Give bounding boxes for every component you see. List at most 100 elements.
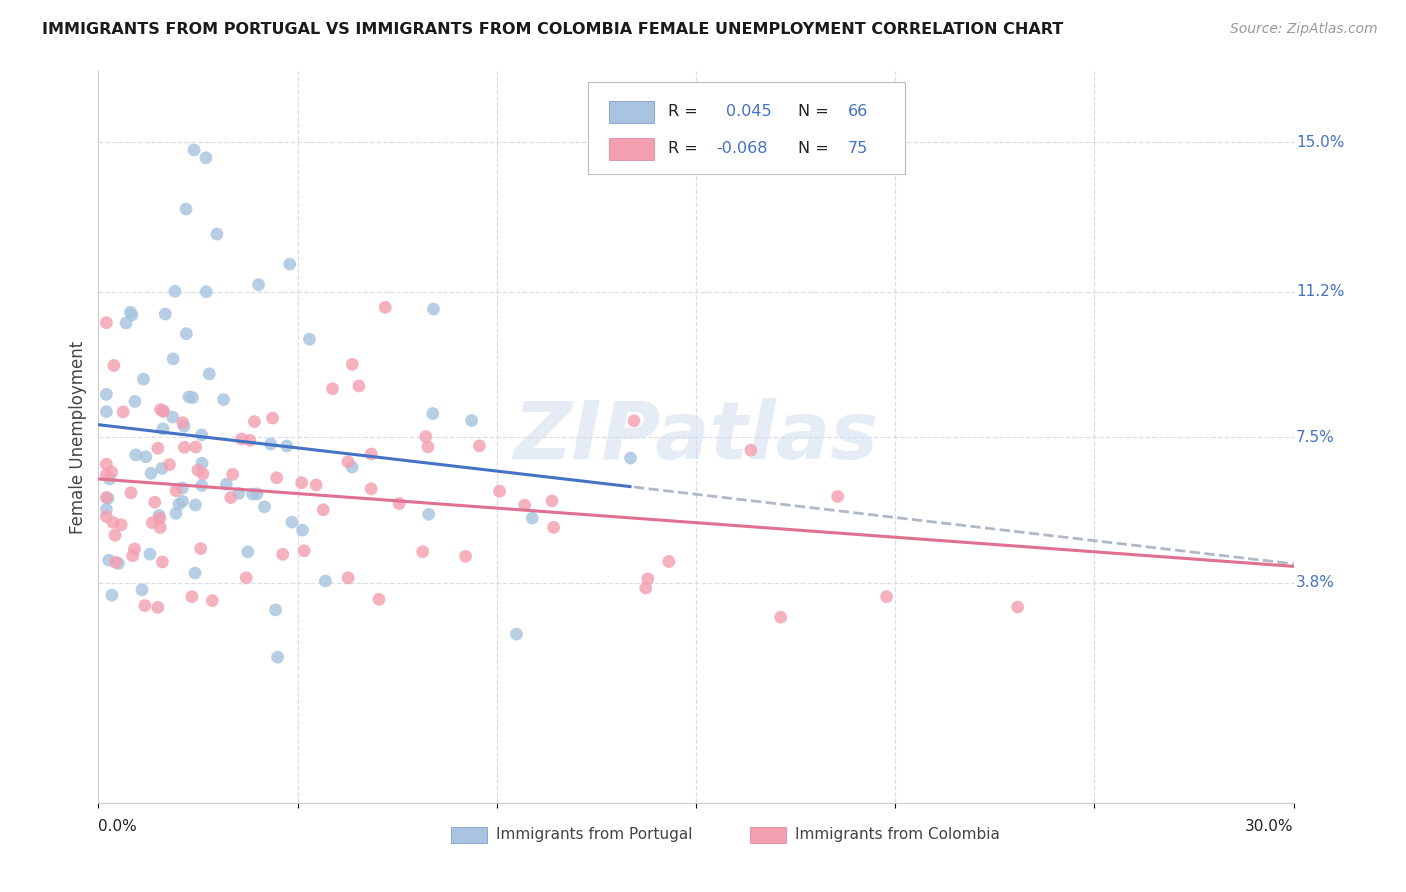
Point	[340, 460, 363, 475]
Point	[242, 487, 264, 501]
Point	[152, 404, 174, 418]
Point	[201, 593, 224, 607]
Point	[96, 405, 118, 419]
Point	[167, 497, 190, 511]
Point	[769, 610, 792, 624]
Point	[146, 442, 169, 456]
Point	[149, 520, 172, 534]
Point	[246, 487, 269, 501]
Point	[312, 502, 335, 516]
Point	[152, 422, 174, 436]
Point	[292, 543, 315, 558]
Point	[876, 590, 898, 604]
Text: ZIPatlas: ZIPatlas	[513, 398, 879, 476]
Point	[412, 545, 434, 559]
FancyBboxPatch shape	[749, 827, 786, 843]
Point	[96, 387, 118, 401]
Point	[415, 430, 437, 444]
FancyBboxPatch shape	[589, 82, 905, 174]
Point	[619, 450, 641, 465]
Point	[191, 467, 214, 481]
Point	[183, 143, 205, 157]
Text: 66: 66	[848, 104, 868, 120]
Point	[262, 411, 284, 425]
Point	[121, 308, 143, 322]
FancyBboxPatch shape	[609, 137, 654, 160]
Point	[162, 410, 184, 425]
Point	[165, 507, 187, 521]
Point	[305, 478, 328, 492]
Point	[96, 509, 118, 524]
Point	[347, 379, 370, 393]
Text: 75: 75	[848, 141, 868, 156]
Point	[337, 571, 360, 585]
Point	[152, 404, 174, 418]
Point	[120, 305, 142, 319]
Point	[124, 541, 146, 556]
Point	[658, 555, 681, 569]
Text: 11.2%: 11.2%	[1296, 284, 1344, 299]
Text: 0.0%: 0.0%	[98, 819, 138, 833]
FancyBboxPatch shape	[451, 827, 486, 843]
Point	[172, 481, 194, 495]
Text: Immigrants from Portugal: Immigrants from Portugal	[496, 828, 693, 842]
Point	[96, 316, 118, 330]
Y-axis label: Female Unemployment: Female Unemployment	[69, 341, 87, 533]
Text: 7.5%: 7.5%	[1296, 430, 1334, 444]
Point	[360, 482, 382, 496]
Point	[264, 603, 287, 617]
Point	[173, 440, 195, 454]
Point	[634, 581, 657, 595]
Text: 3.8%: 3.8%	[1296, 575, 1334, 591]
Point	[96, 457, 118, 471]
Point	[314, 574, 336, 588]
Point	[159, 458, 181, 472]
Point	[97, 491, 120, 506]
Point	[236, 545, 259, 559]
Point	[212, 392, 235, 407]
Point	[146, 600, 169, 615]
Text: -0.068: -0.068	[716, 141, 768, 156]
Point	[115, 316, 138, 330]
Point	[513, 498, 536, 512]
Point	[205, 227, 228, 241]
Point	[162, 351, 184, 366]
Point	[278, 257, 301, 271]
Point	[266, 471, 288, 485]
Point	[96, 467, 118, 482]
Point	[139, 467, 162, 481]
Point	[247, 277, 270, 292]
Point	[149, 511, 172, 525]
Point	[98, 472, 121, 486]
Point	[110, 517, 132, 532]
Point	[360, 447, 382, 461]
Point	[253, 500, 276, 514]
Point	[505, 627, 527, 641]
Point	[342, 357, 364, 371]
Point	[181, 590, 204, 604]
Point	[298, 332, 321, 346]
Point	[139, 547, 162, 561]
Point	[1007, 600, 1029, 615]
Point	[177, 390, 200, 404]
Point	[120, 485, 142, 500]
Point	[96, 502, 118, 516]
Point	[827, 490, 849, 504]
Point	[97, 553, 120, 567]
Point	[374, 301, 396, 315]
Point	[321, 382, 343, 396]
Point	[121, 549, 143, 563]
Point	[637, 572, 659, 586]
Point	[172, 494, 194, 508]
Point	[271, 547, 294, 561]
Text: 0.045: 0.045	[725, 104, 772, 120]
Point	[260, 437, 283, 451]
Text: IMMIGRANTS FROM PORTUGAL VS IMMIGRANTS FROM COLOMBIA FEMALE UNEMPLOYMENT CORRELA: IMMIGRANTS FROM PORTUGAL VS IMMIGRANTS F…	[42, 22, 1063, 37]
Text: 30.0%: 30.0%	[1246, 819, 1294, 833]
Point	[155, 307, 177, 321]
Point	[184, 440, 207, 454]
Point	[149, 402, 172, 417]
Point	[488, 484, 510, 499]
Point	[150, 461, 173, 475]
Point	[195, 285, 218, 299]
